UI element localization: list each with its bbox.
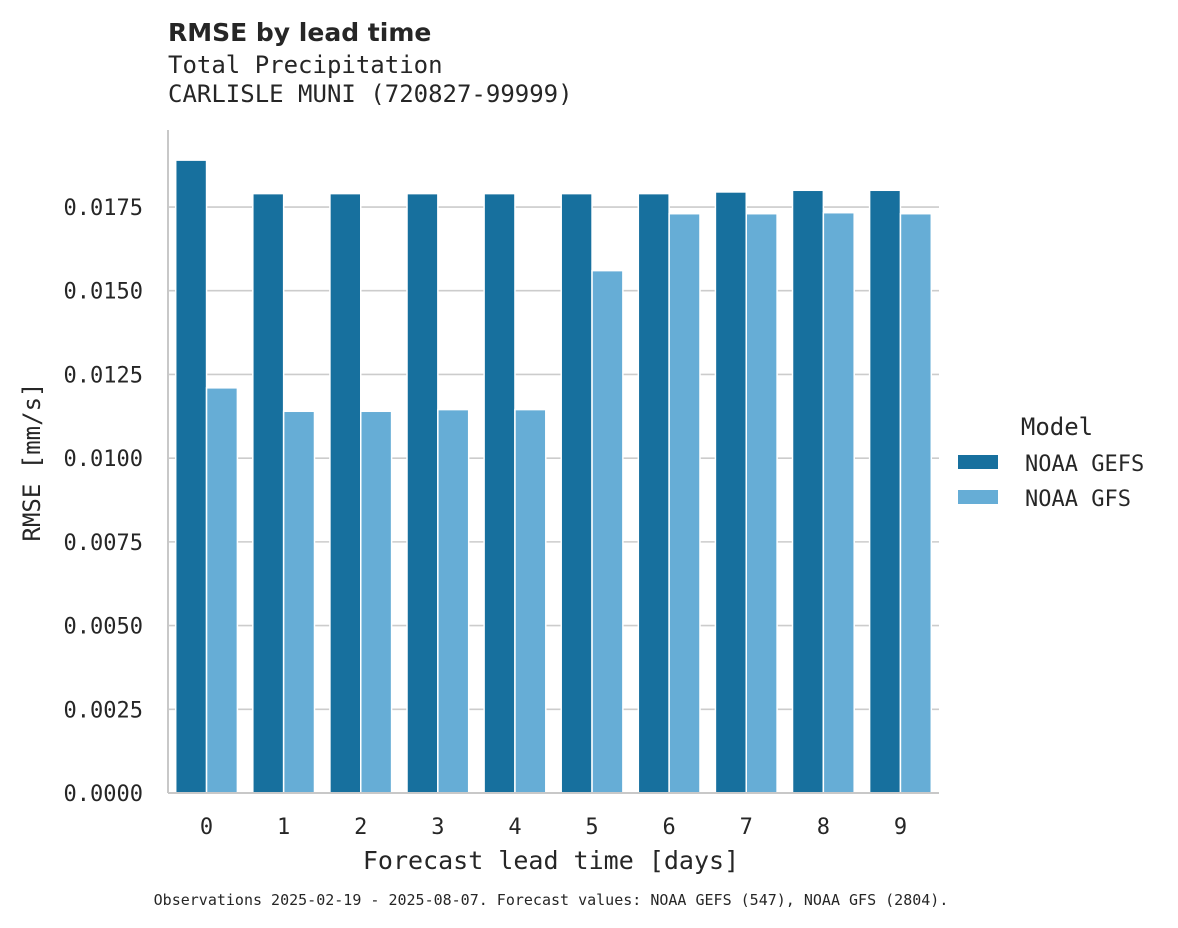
bar-series xyxy=(174,159,933,794)
x-tick-label: 9 xyxy=(894,815,907,840)
bar-noaa-gefs-2 xyxy=(329,192,362,794)
legend-swatch-noaa-gefs xyxy=(958,455,998,469)
bar-noaa-gfs-5 xyxy=(591,269,624,794)
x-tick-label: 5 xyxy=(585,815,598,840)
x-tick-labels: 0 1 2 3 4 5 6 7 8 9 xyxy=(200,815,907,840)
bar-noaa-gefs-6 xyxy=(637,192,670,794)
bar-noaa-gfs-7 xyxy=(745,212,778,794)
bar-noaa-gefs-7 xyxy=(714,191,747,794)
x-tick-label: 1 xyxy=(277,815,290,840)
bar-noaa-gfs-9 xyxy=(899,212,933,794)
bar-noaa-gefs-1 xyxy=(252,192,285,794)
legend: Model NOAA GEFS NOAA GFS xyxy=(958,413,1144,512)
bar-noaa-gefs-8 xyxy=(791,189,825,794)
y-tick-label: 0.0150 xyxy=(64,280,143,305)
chart-subtitle-line-2: CARLISLE MUNI (720827-99999) xyxy=(168,80,573,108)
y-tick-label: 0.0075 xyxy=(64,531,143,556)
y-tick-label: 0.0000 xyxy=(64,782,143,807)
x-tick-label: 0 xyxy=(200,815,213,840)
y-tick-label: 0.0100 xyxy=(64,447,143,472)
legend-swatch-noaa-gfs xyxy=(958,490,998,504)
bar-noaa-gefs-0 xyxy=(174,159,208,794)
x-tick-label: 2 xyxy=(354,815,367,840)
x-tick-label: 7 xyxy=(740,815,753,840)
chart-subtitle-line-1: Total Precipitation xyxy=(168,51,443,79)
x-tick-label: 6 xyxy=(663,815,676,840)
bar-noaa-gefs-4 xyxy=(483,192,516,794)
x-tick-label: 3 xyxy=(431,815,444,840)
y-tick-label: 0.0125 xyxy=(64,363,143,388)
bar-noaa-gfs-8 xyxy=(822,211,855,794)
legend-title: Model xyxy=(1021,413,1093,441)
legend-label-noaa-gfs: NOAA GFS xyxy=(1025,487,1131,512)
bar-noaa-gefs-3 xyxy=(406,192,439,794)
bar-noaa-gfs-4 xyxy=(514,408,547,794)
x-tick-label: 4 xyxy=(508,815,521,840)
footnote: Observations 2025-02-19 - 2025-08-07. Fo… xyxy=(154,891,949,909)
bar-noaa-gfs-1 xyxy=(282,410,316,794)
bar-noaa-gfs-0 xyxy=(205,387,239,794)
y-axis-label: RMSE [mm/s] xyxy=(18,383,46,542)
y-tick-label: 0.0050 xyxy=(64,615,143,640)
x-axis-label: Forecast lead time [days] xyxy=(363,846,739,875)
bar-noaa-gfs-6 xyxy=(668,212,701,794)
y-tick-label: 0.0175 xyxy=(64,196,143,221)
chart-title: RMSE by lead time xyxy=(168,18,431,47)
y-tick-labels: 0.0000 0.0025 0.0050 0.0075 0.0100 0.0125 0.01… xyxy=(64,196,143,807)
bar-noaa-gfs-2 xyxy=(360,410,393,794)
y-tick-label: 0.0025 xyxy=(64,698,143,723)
legend-label-noaa-gefs: NOAA GEFS xyxy=(1025,452,1144,477)
bar-noaa-gefs-5 xyxy=(560,192,593,794)
bar-noaa-gefs-9 xyxy=(868,189,902,794)
x-tick-label: 8 xyxy=(817,815,830,840)
bar-noaa-gfs-3 xyxy=(437,408,470,794)
